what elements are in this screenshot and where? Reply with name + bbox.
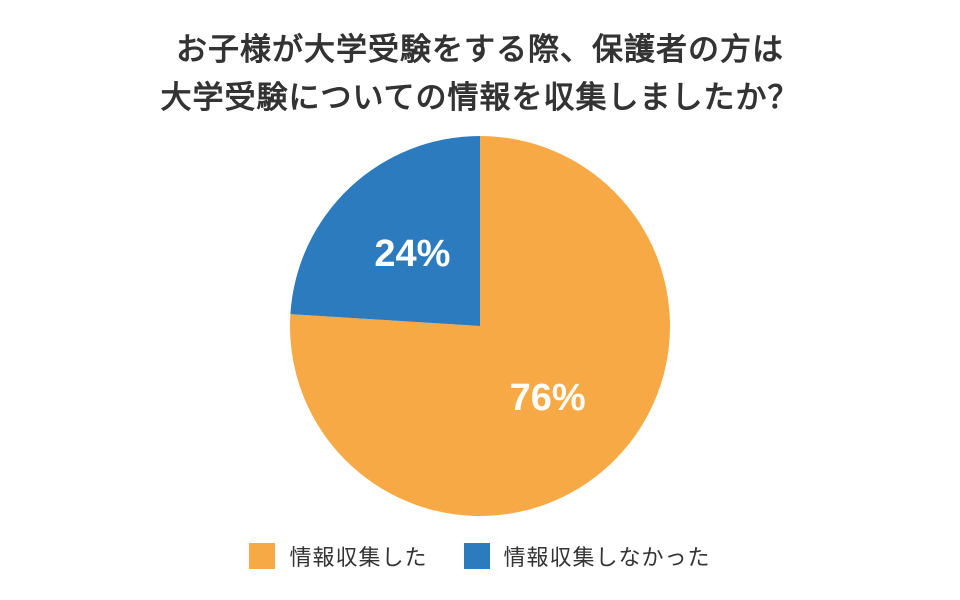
chart-title: お子様が大学受験をする際、保護者の方は 大学受験についての情報を収集しましたか？ (0, 26, 960, 122)
legend-item-not-collected: 情報収集しなかった (463, 540, 711, 572)
pie-label-collected: 76% (510, 377, 586, 419)
legend-label-not-collected: 情報収集しなかった (503, 546, 711, 571)
pie-label-not-collected: 24% (374, 233, 450, 275)
legend-swatch-not-collected (463, 543, 490, 569)
chart-title-line-2: 大学受験についての情報を収集しましたか？ (160, 80, 800, 116)
legend-swatch-collected (249, 543, 276, 569)
legend-item-collected: 情報収集した (249, 540, 427, 572)
legend-label-collected: 情報収集した (289, 546, 428, 571)
legend: 情報収集した 情報収集しなかった (0, 540, 960, 572)
chart-title-line-1: お子様が大学受験をする際、保護者の方は (176, 32, 784, 68)
pie-slice-not-collected (290, 136, 480, 326)
